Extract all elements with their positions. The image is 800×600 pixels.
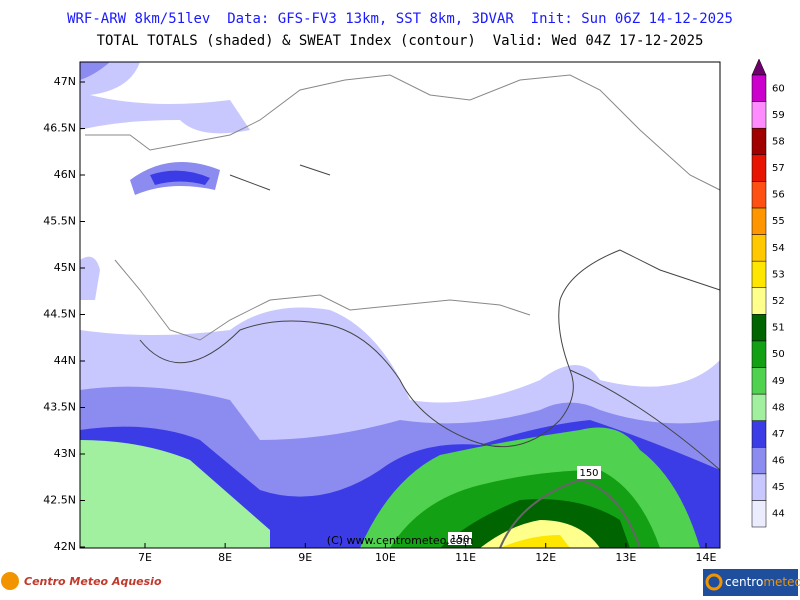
colorbar-box <box>751 101 767 129</box>
lat-label: 47N <box>54 75 76 88</box>
colorbar-label: 57 <box>772 163 785 174</box>
colorbar-label: 56 <box>772 190 785 201</box>
lon-label: 9E <box>298 551 312 564</box>
map-frame <box>79 61 721 549</box>
logo-text: centrometeo <box>725 575 800 589</box>
colorbar-label: 48 <box>772 402 785 413</box>
lon-label: 12E <box>535 551 556 564</box>
colorbar-box <box>751 500 767 528</box>
colorbar-box <box>751 367 767 395</box>
lat-label: 42.5N <box>43 494 76 507</box>
colorbar-label: 51 <box>772 323 785 334</box>
colorbar-box <box>751 393 767 421</box>
lon-label: 7E <box>138 551 152 564</box>
lat-label: 44N <box>54 354 76 367</box>
colorbar-box <box>751 234 767 262</box>
header-line1: WRF-ARW 8km/51lev Data: GFS-FV3 13km, SS… <box>67 11 733 27</box>
lat-label: 43N <box>54 447 76 460</box>
colorbar-box <box>751 127 767 156</box>
colorbar-label: 53 <box>772 269 785 280</box>
contour-label: 150 <box>579 468 598 479</box>
border <box>85 74 721 191</box>
lon-label: 10E <box>375 551 396 564</box>
map-axes: 47N 46.5N 46N 45.5N 45N 44.5N 44N 43.5N 43N 42.5N… <box>43 75 716 564</box>
colorbar-box <box>751 314 767 342</box>
colorbar-label: 50 <box>772 349 785 360</box>
colorbar-label: 49 <box>772 376 785 387</box>
colorbar-box <box>751 287 767 315</box>
colorbar-label: 60 <box>772 83 785 94</box>
logo-background <box>703 569 798 596</box>
logo-text: Centro Meteo Aquesio <box>24 575 162 588</box>
right-logo: centrometeo <box>703 569 800 596</box>
colorbar-box <box>751 340 767 368</box>
colorbar-box <box>751 446 767 475</box>
lake <box>229 164 331 191</box>
lat-label: 44.5N <box>43 308 76 321</box>
shade-45 <box>80 62 250 134</box>
map: 150 150 (C) www.centrometeo.com <box>79 61 721 549</box>
colorbar-box <box>751 74 767 102</box>
shade-47 <box>150 170 210 185</box>
lon-label: 14E <box>696 551 717 564</box>
colorbar-box <box>751 420 767 448</box>
shade-46 <box>80 62 110 80</box>
logo-icon <box>705 573 723 591</box>
lat-label: 43.5N <box>43 401 76 414</box>
colorbar-label: 59 <box>772 110 785 121</box>
lat-label: 42N <box>54 540 76 553</box>
shade-53 <box>500 535 570 548</box>
colorbar-label: 55 <box>772 216 785 227</box>
shade-48 <box>80 440 270 548</box>
coastline <box>139 249 721 448</box>
border <box>114 259 531 341</box>
lon-label: 11E <box>455 551 476 564</box>
colorbar-label: 46 <box>772 456 785 467</box>
colorbar-box <box>751 181 767 209</box>
lon-label: 8E <box>218 551 232 564</box>
header-line2: TOTAL TOTALS (shaded) & SWEAT Index (con… <box>97 33 704 49</box>
colorbar-label: 58 <box>772 136 785 147</box>
colorbar-over <box>751 58 767 76</box>
logo-icon <box>1 572 19 590</box>
lat-label: 45.5N <box>43 215 76 228</box>
colorbar: 44 45 46 47 48 49 50 51 52 53 54 55 56 57 58 59 60 <box>751 58 785 528</box>
copyright: (C) www.centrometeo.com <box>327 534 473 547</box>
logo-text-a: centro <box>725 575 763 589</box>
left-logo: Centro Meteo Aquesio <box>1 572 162 590</box>
contour-label-box <box>448 532 472 545</box>
lat-label: 45N <box>54 261 76 274</box>
colorbar-box <box>751 154 767 182</box>
lat-label: 46N <box>54 168 76 181</box>
contour-label-box <box>577 466 601 479</box>
colorbar-box <box>751 207 767 235</box>
sweat-contour <box>499 478 641 549</box>
colorbar-box <box>751 473 767 501</box>
colorbar-label: 44 <box>772 509 785 520</box>
colorbar-box <box>751 260 767 288</box>
colorbar-label: 54 <box>772 243 785 254</box>
colorbar-label: 47 <box>772 429 785 440</box>
colorbar-label: 52 <box>772 296 785 307</box>
shade-52 <box>480 520 600 548</box>
lat-label: 46.5N <box>43 122 76 135</box>
coastline <box>569 369 721 471</box>
lon-label: 13E <box>615 551 636 564</box>
colorbar-label: 45 <box>772 482 785 493</box>
logo-text-b: meteo <box>763 575 800 589</box>
contour-label: 150 <box>450 534 469 545</box>
